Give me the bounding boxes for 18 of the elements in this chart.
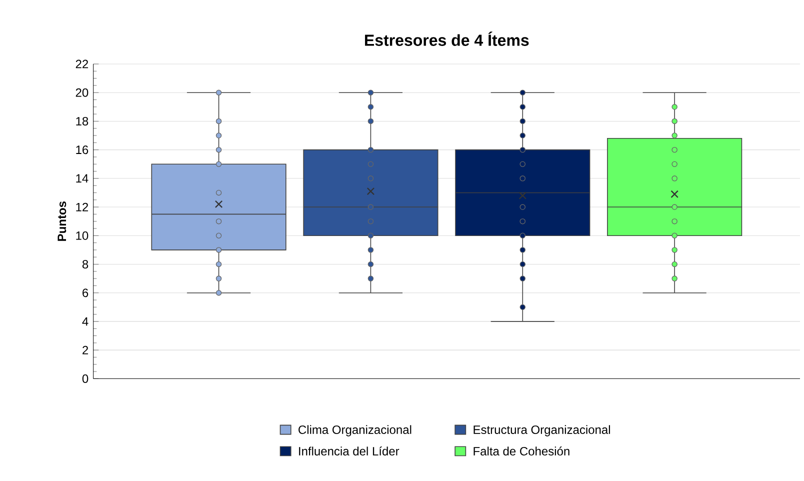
y-tick-label: 4 <box>82 317 88 326</box>
y-axis-title: Puntos <box>58 201 66 241</box>
y-tick-label: 14 <box>76 174 88 182</box>
y-tick-label: 0 <box>82 374 88 383</box>
legend-label: Falta de Cohesión <box>474 446 570 456</box>
y-tick-label: 12 <box>76 202 88 212</box>
y-tick-label: 16 <box>76 145 88 154</box>
y-tick-label: 10 <box>76 231 88 240</box>
y-tick-label: 18 <box>76 116 88 126</box>
y-tick-label: 2 <box>82 346 88 354</box>
legend-label: Clima Organizacional <box>298 425 412 436</box>
y-tick-label: 6 <box>82 288 88 297</box>
y-tick-label: 8 <box>82 260 88 268</box>
legend-label: Estructura Organizacional <box>474 425 610 436</box>
y-tick-label: 20 <box>76 88 88 97</box>
chart-title: Estresores de 4 Ítems <box>365 31 529 46</box>
y-tick-label: 22 <box>76 60 88 68</box>
legend-label: Influencia del Líder <box>299 446 400 456</box>
